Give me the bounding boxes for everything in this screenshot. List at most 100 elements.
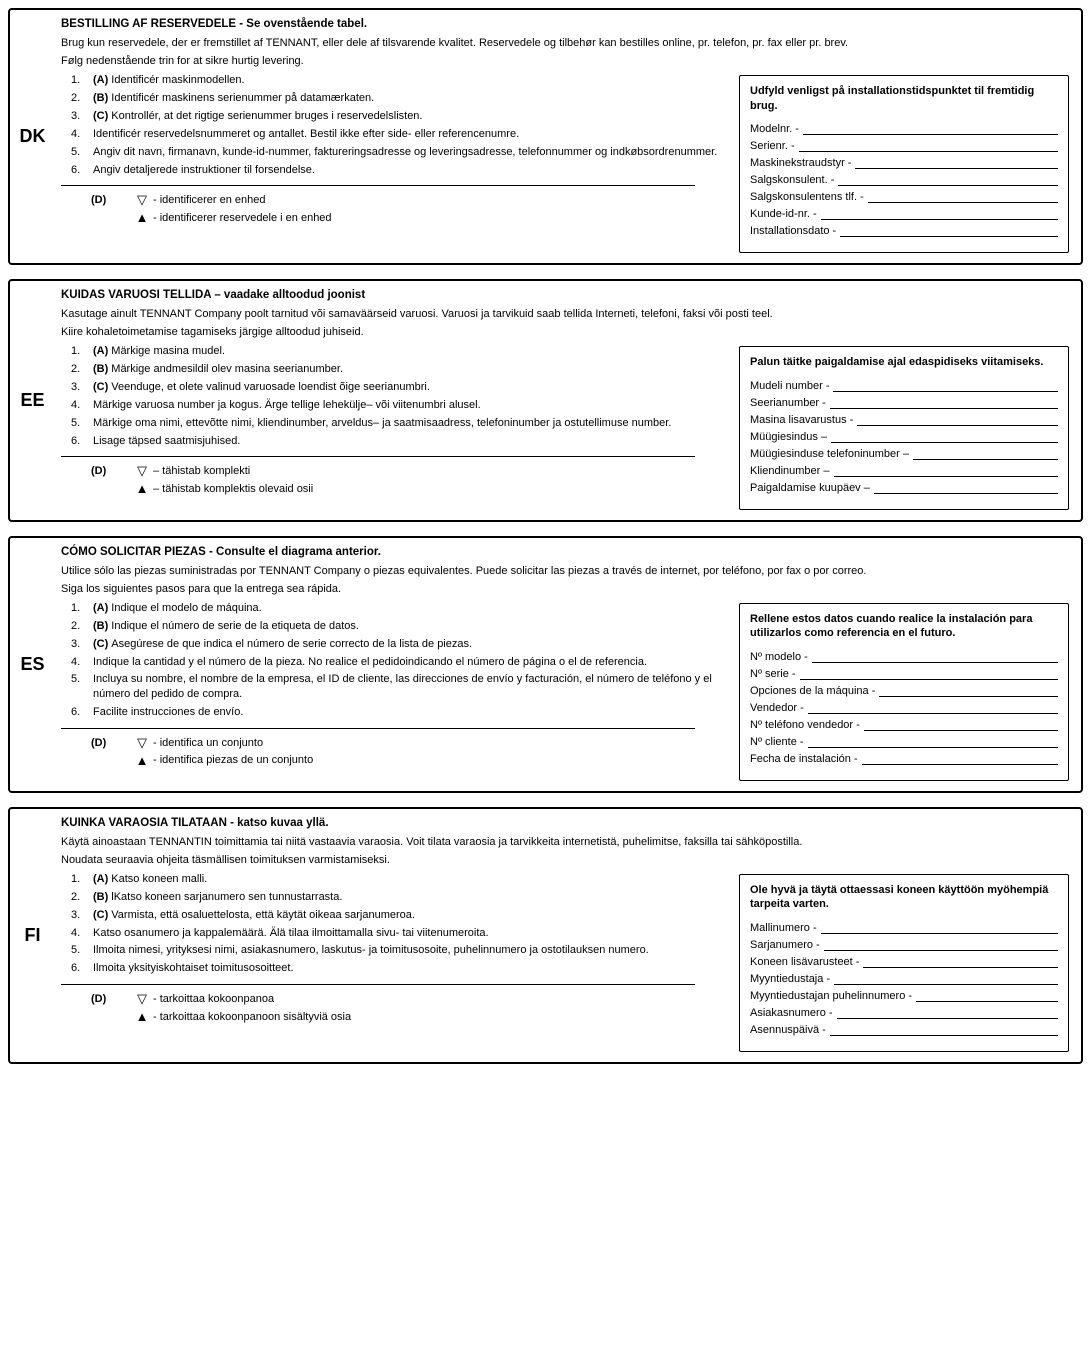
field-input-line[interactable]: [831, 442, 1058, 443]
field-input-line[interactable]: [803, 134, 1058, 135]
field-input-line[interactable]: [821, 219, 1058, 220]
form-field-row: Modelnr. -: [750, 123, 1058, 135]
step-text: Ilmoita yksityiskohtaiset toimitusosoitt…: [93, 961, 294, 976]
field-input-line[interactable]: [863, 967, 1058, 968]
field-input-line[interactable]: [834, 476, 1059, 477]
step-text: (C)Varmista, että osaluettelosta, että k…: [93, 908, 415, 923]
field-input-line[interactable]: [874, 493, 1058, 494]
step-text: Ilmoita nimesi, yrityksesi nimi, asiakas…: [93, 943, 649, 958]
field-input-line[interactable]: [916, 1001, 1058, 1002]
field-input-line[interactable]: [864, 730, 1058, 731]
step-number: 4.: [71, 926, 93, 941]
form-field-row: Paigaldamise kuupäev –: [750, 482, 1058, 494]
field-input-line[interactable]: [857, 425, 1058, 426]
field-input-line[interactable]: [837, 1018, 1058, 1019]
step-number: 2.: [71, 619, 93, 634]
field-input-line[interactable]: [862, 764, 1058, 765]
step-text: (B)Identificér maskinens serienummer på …: [93, 91, 374, 106]
form-field-row: Myyntiedustajan puhelinnumero -: [750, 990, 1058, 1002]
legend-text: - identifica piezas de un conjunto: [153, 754, 313, 766]
field-label: Nº serie -: [750, 668, 796, 680]
field-input-line[interactable]: [808, 747, 1058, 748]
steps-block: 1.(A)Identificér maskinmodellen. 2.(B)Ide…: [61, 73, 721, 253]
language-section: DKBESTILLING AF RESERVEDELE - Se ovenstå…: [8, 8, 1083, 265]
field-input-line[interactable]: [830, 1035, 1058, 1036]
step-item: 3.(C)Veenduge, et olete valinud varuosad…: [71, 380, 721, 395]
legend-block: (D)▽- identifica un conjunto▲- identific…: [61, 735, 721, 768]
step-text: Facilite instrucciones de envío.: [93, 705, 243, 720]
field-input-line[interactable]: [838, 185, 1058, 186]
field-label: Sarjanumero -: [750, 939, 820, 951]
field-input-line[interactable]: [833, 391, 1058, 392]
section-content: BESTILLING AF RESERVEDELE - Se ovenståen…: [55, 10, 1081, 263]
legend-block: (D)▽– tähistab komplekti▲– tähistab komp…: [61, 463, 721, 496]
step-body: Ilmoita yksityiskohtaiset toimitusosoitt…: [93, 962, 294, 974]
step-text: (A)Märkige masina mudel.: [93, 344, 225, 359]
field-input-line[interactable]: [913, 459, 1058, 460]
step-item: 3.(C)Kontrollér, at det rigtige serienum…: [71, 109, 721, 124]
step-item: 2.(B)Identificér maskinens serienummer p…: [71, 91, 721, 106]
form-field-row: Maskinekstraudstyr -: [750, 157, 1058, 169]
document-root: DKBESTILLING AF RESERVEDELE - Se ovenstå…: [8, 8, 1083, 1064]
step-text: (A)Indique el modelo de máquina.: [93, 601, 262, 616]
step-text: Märkige oma nimi, ettevõtte nimi, kliend…: [93, 416, 671, 431]
field-label: Nº cliente -: [750, 736, 804, 748]
legend-block: (D)▽- tarkoittaa kokoonpanoa▲- tarkoitta…: [61, 991, 721, 1024]
legend-d-label: (D): [91, 465, 131, 477]
step-body: Angiv detaljerede instruktioner til fors…: [93, 164, 315, 176]
field-input-line[interactable]: [868, 202, 1058, 203]
step-body: lKatso koneen sarjanumero sen tunnustarr…: [111, 891, 342, 903]
step-text: Indique la cantidad y el número de la pi…: [93, 655, 647, 670]
form-block: Rellene estos datos cuando realice la in…: [739, 603, 1069, 781]
step-letter: (A): [93, 602, 108, 614]
step-text: Angiv dit navn, firmanavn, kunde-id-numm…: [93, 145, 717, 160]
step-body: Katso koneen malli.: [111, 873, 207, 885]
legend-text: - tarkoittaa kokoonpanoa: [153, 993, 274, 1005]
field-input-line[interactable]: [808, 713, 1058, 714]
field-input-line[interactable]: [830, 408, 1058, 409]
field-input-line[interactable]: [812, 662, 1058, 663]
step-number: 1.: [71, 73, 93, 88]
legend-row: (D)▽- identifica un conjunto: [91, 735, 721, 751]
field-input-line[interactable]: [855, 168, 1058, 169]
form-field-row: Opciones de la máquina -: [750, 685, 1058, 697]
follow-text: Følg nedenstående trin for at sikre hurt…: [61, 55, 1069, 67]
step-item: 4.Märkige varuosa number ja kogus. Ärge …: [71, 398, 721, 413]
field-label: Modelnr. -: [750, 123, 799, 135]
form-heading: Udfyld venligst på installationstidspunk…: [750, 84, 1058, 113]
legend-d-label: (D): [91, 993, 131, 1005]
legend-row: ▲- tarkoittaa kokoonpanoon sisältyviä os…: [91, 1009, 721, 1024]
field-input-line[interactable]: [824, 950, 1058, 951]
section-content: KUIDAS VARUOSI TELLIDA – vaadake alltood…: [55, 281, 1081, 520]
step-body: Indique el número de serie de la etiquet…: [111, 620, 359, 632]
step-item: 1.(A)Indique el modelo de máquina.: [71, 601, 721, 616]
steps-list: 1.(A)Märkige masina mudel.2.(B)Märkige a…: [61, 344, 721, 448]
field-input-line[interactable]: [821, 933, 1058, 934]
field-input-line[interactable]: [799, 151, 1058, 152]
field-input-line[interactable]: [840, 236, 1058, 237]
field-input-line[interactable]: [834, 984, 1058, 985]
form-field-row: Koneen lisävarusteet -: [750, 956, 1058, 968]
step-text: (B)lKatso koneen sarjanumero sen tunnust…: [93, 890, 342, 905]
step-body: Märkige varuosa number ja kogus. Ärge te…: [93, 399, 481, 411]
field-label: Myyntiedustaja -: [750, 973, 830, 985]
country-code: ES: [10, 538, 55, 791]
step-body: Incluya su nombre, el nombre de la empre…: [93, 673, 712, 700]
step-body: Angiv dit navn, firmanavn, kunde-id-numm…: [93, 146, 717, 158]
step-text: Identificér reservedelsnummeret og antal…: [93, 127, 519, 142]
step-text: (A)Identificér maskinmodellen.: [93, 73, 245, 88]
form-block: Palun täitke paigaldamise ajal edaspidis…: [739, 346, 1069, 509]
section-heading: CÓMO SOLICITAR PIEZAS - Consulte el diag…: [61, 546, 1069, 558]
field-input-line[interactable]: [879, 696, 1058, 697]
triangle-up-icon: ▲: [131, 1009, 153, 1024]
form-field-row: Fecha de instalación -: [750, 753, 1058, 765]
step-body: Katso osanumero ja kappalemäärä. Älä til…: [93, 927, 489, 939]
steps-list: 1.(A)Identificér maskinmodellen. 2.(B)Ide…: [61, 73, 721, 177]
legend-block: (D)▽- identificerer en enhed▲- identific…: [61, 192, 721, 225]
section-content: CÓMO SOLICITAR PIEZAS - Consulte el diag…: [55, 538, 1081, 791]
field-label: Seerianumber -: [750, 397, 826, 409]
step-number: 3.: [71, 380, 93, 395]
field-input-line[interactable]: [800, 679, 1058, 680]
steps-block: 1.(A)Märkige masina mudel.2.(B)Märkige a…: [61, 344, 721, 509]
step-text: (C)Kontrollér, at det rigtige serienumme…: [93, 109, 422, 124]
